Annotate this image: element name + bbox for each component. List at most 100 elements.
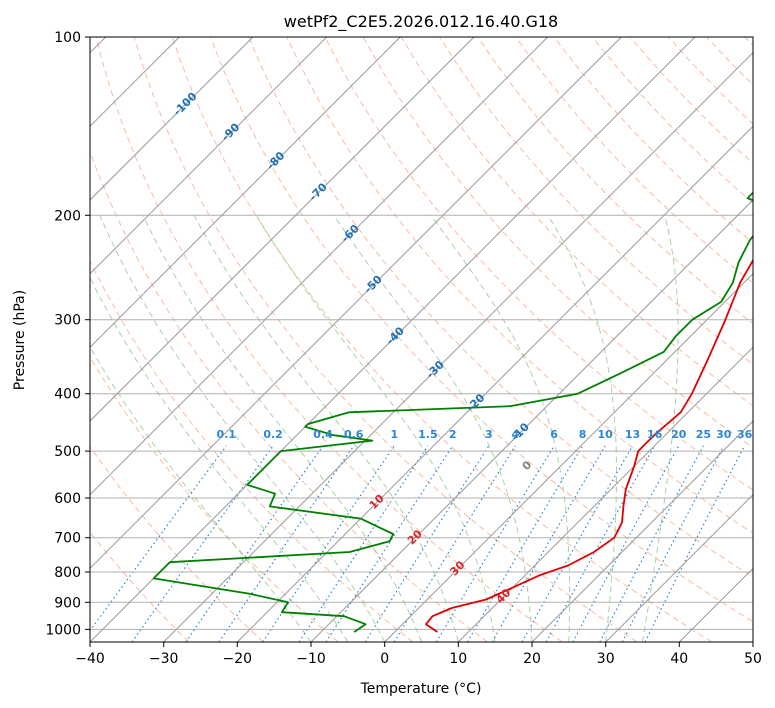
isotherm-line [90,37,696,642]
dry-adiabat-line [133,37,638,642]
mixing-ratio-label: 4 [511,428,519,441]
x-tick-label: −10 [296,651,326,667]
dry-adiabat-line [324,37,753,491]
mixing-ratio-label: 25 [696,428,711,441]
mixing-ratio-line [599,445,704,642]
mixing-ratio-label: 1 [390,428,398,441]
dry-adiabat-line [171,37,712,642]
isotherm-line [678,567,753,642]
isotherm-line [90,37,254,201]
y-tick-label: 700 [54,531,81,547]
dewpoint-profile [152,191,753,633]
dry-adiabat-line [591,37,753,204]
y-tick-label: 500 [54,444,81,460]
mixing-ratio-line [521,445,634,642]
temperature-profile [425,258,753,633]
mixing-ratio-label: 1.5 [418,428,438,441]
isotherm-line [605,493,753,642]
mixing-ratio-label: 0.4 [313,428,333,441]
dry-adiabat-line [438,37,753,366]
moist-adiabat-line [99,215,386,642]
y-tick-label: 200 [54,208,81,224]
moist-adiabat-line [642,215,679,642]
mixing-ratio-line [572,445,680,642]
x-axis-ticks: −40 −30 −20 −10 0 10 20 30 40 50 [75,642,762,667]
isotherm-lines [90,37,753,642]
mixing-ratio-label: 2 [449,428,457,441]
mixing-ratio-label: 8 [579,428,587,441]
mixing-ratio-label: 0.2 [263,428,283,441]
x-tick-label: 30 [597,651,615,667]
y-tick-label: 800 [54,565,81,581]
pressure-gridlines [90,37,753,630]
y-tick-label: 900 [54,595,81,611]
mixing-ratio-label: 13 [625,428,640,441]
y-tick-label: 400 [54,387,81,403]
isotherm-line [236,125,753,642]
mixing-ratio-label: 30 [716,428,732,441]
mixing-ratio-line [435,445,555,642]
profile-series [152,191,753,633]
isotherm-line [90,37,401,349]
x-tick-label: −20 [223,651,253,667]
mixing-ratio-line [644,445,746,642]
x-tick-label: 20 [523,651,541,667]
mixing-ratio-label: 0.1 [217,428,237,441]
mixing-ratio-line [545,445,656,642]
mixing-ratio-label: 20 [671,428,687,441]
mixing-ratio-line [185,445,324,642]
dry-adiabat-line [90,445,264,642]
mixing-ratio-line [325,445,454,642]
isotherm-line [90,37,328,275]
y-tick-label: 600 [54,491,81,507]
dry-adiabat-line [553,37,753,244]
dry-adiabat-line [286,37,753,534]
dry-adiabat-line [744,37,753,47]
mixing-ratio-line [262,445,395,642]
isotherm-line [310,199,753,642]
dry-adiabat-line [515,37,753,284]
moist-adiabat-line [193,215,459,642]
isotherm-line [90,37,475,422]
mixing-ratio-line [364,445,490,642]
y-tick-label: 100 [54,30,81,46]
mixing-ratio-line [131,445,274,642]
mixing-ratio-label: 0.6 [344,428,364,441]
mixing-ratio-line [466,445,584,642]
moist-adiabat-line [547,215,617,642]
y-axis-ticks: 100 200 300 400 500 600 700 800 900 1000 [45,30,90,638]
wetbulb-zero-label: 0 [520,458,535,473]
mixing-ratio-label: 6 [550,428,558,441]
x-tick-label: 0 [380,651,389,667]
mixing-ratio-label: 10 [598,428,614,441]
dry-adiabat-line [90,531,190,642]
y-tick-label: 300 [54,313,81,329]
x-tick-label: 50 [744,651,762,667]
mixing-ratio-line [491,445,606,642]
x-tick-label: −30 [149,651,179,667]
dry-adiabat-line [210,37,753,623]
moist-adiabat-line [142,215,422,642]
y-tick-label: 1000 [45,622,81,638]
dry-adiabat-line [90,356,339,642]
mixing-ratio-line [298,445,429,642]
background-lines [90,37,753,642]
mixing-ratio-label: 16 [647,428,663,441]
x-tick-label: 40 [670,651,688,667]
isotherm-line [163,51,753,642]
mixing-ratio-label: 3 [485,428,493,441]
dry-adiabat-line [668,37,753,125]
y-axis-label: Pressure (hPa) [12,290,28,390]
x-tick-label: 10 [449,651,467,667]
isotherm-line [457,346,753,642]
chart-title: wetPf2_C2E5.2026.012.16.40.G18 [284,12,558,32]
isotherm-label: -30 [424,358,447,381]
dry-adiabat-line [90,150,488,642]
isotherm-line [531,420,753,642]
moist-adiabat-line [333,215,533,642]
moist-adiabat-line [430,215,571,642]
moist-adiabat-line [90,345,312,642]
plot-frame [89,36,754,643]
dry-adiabat-line [90,259,414,642]
